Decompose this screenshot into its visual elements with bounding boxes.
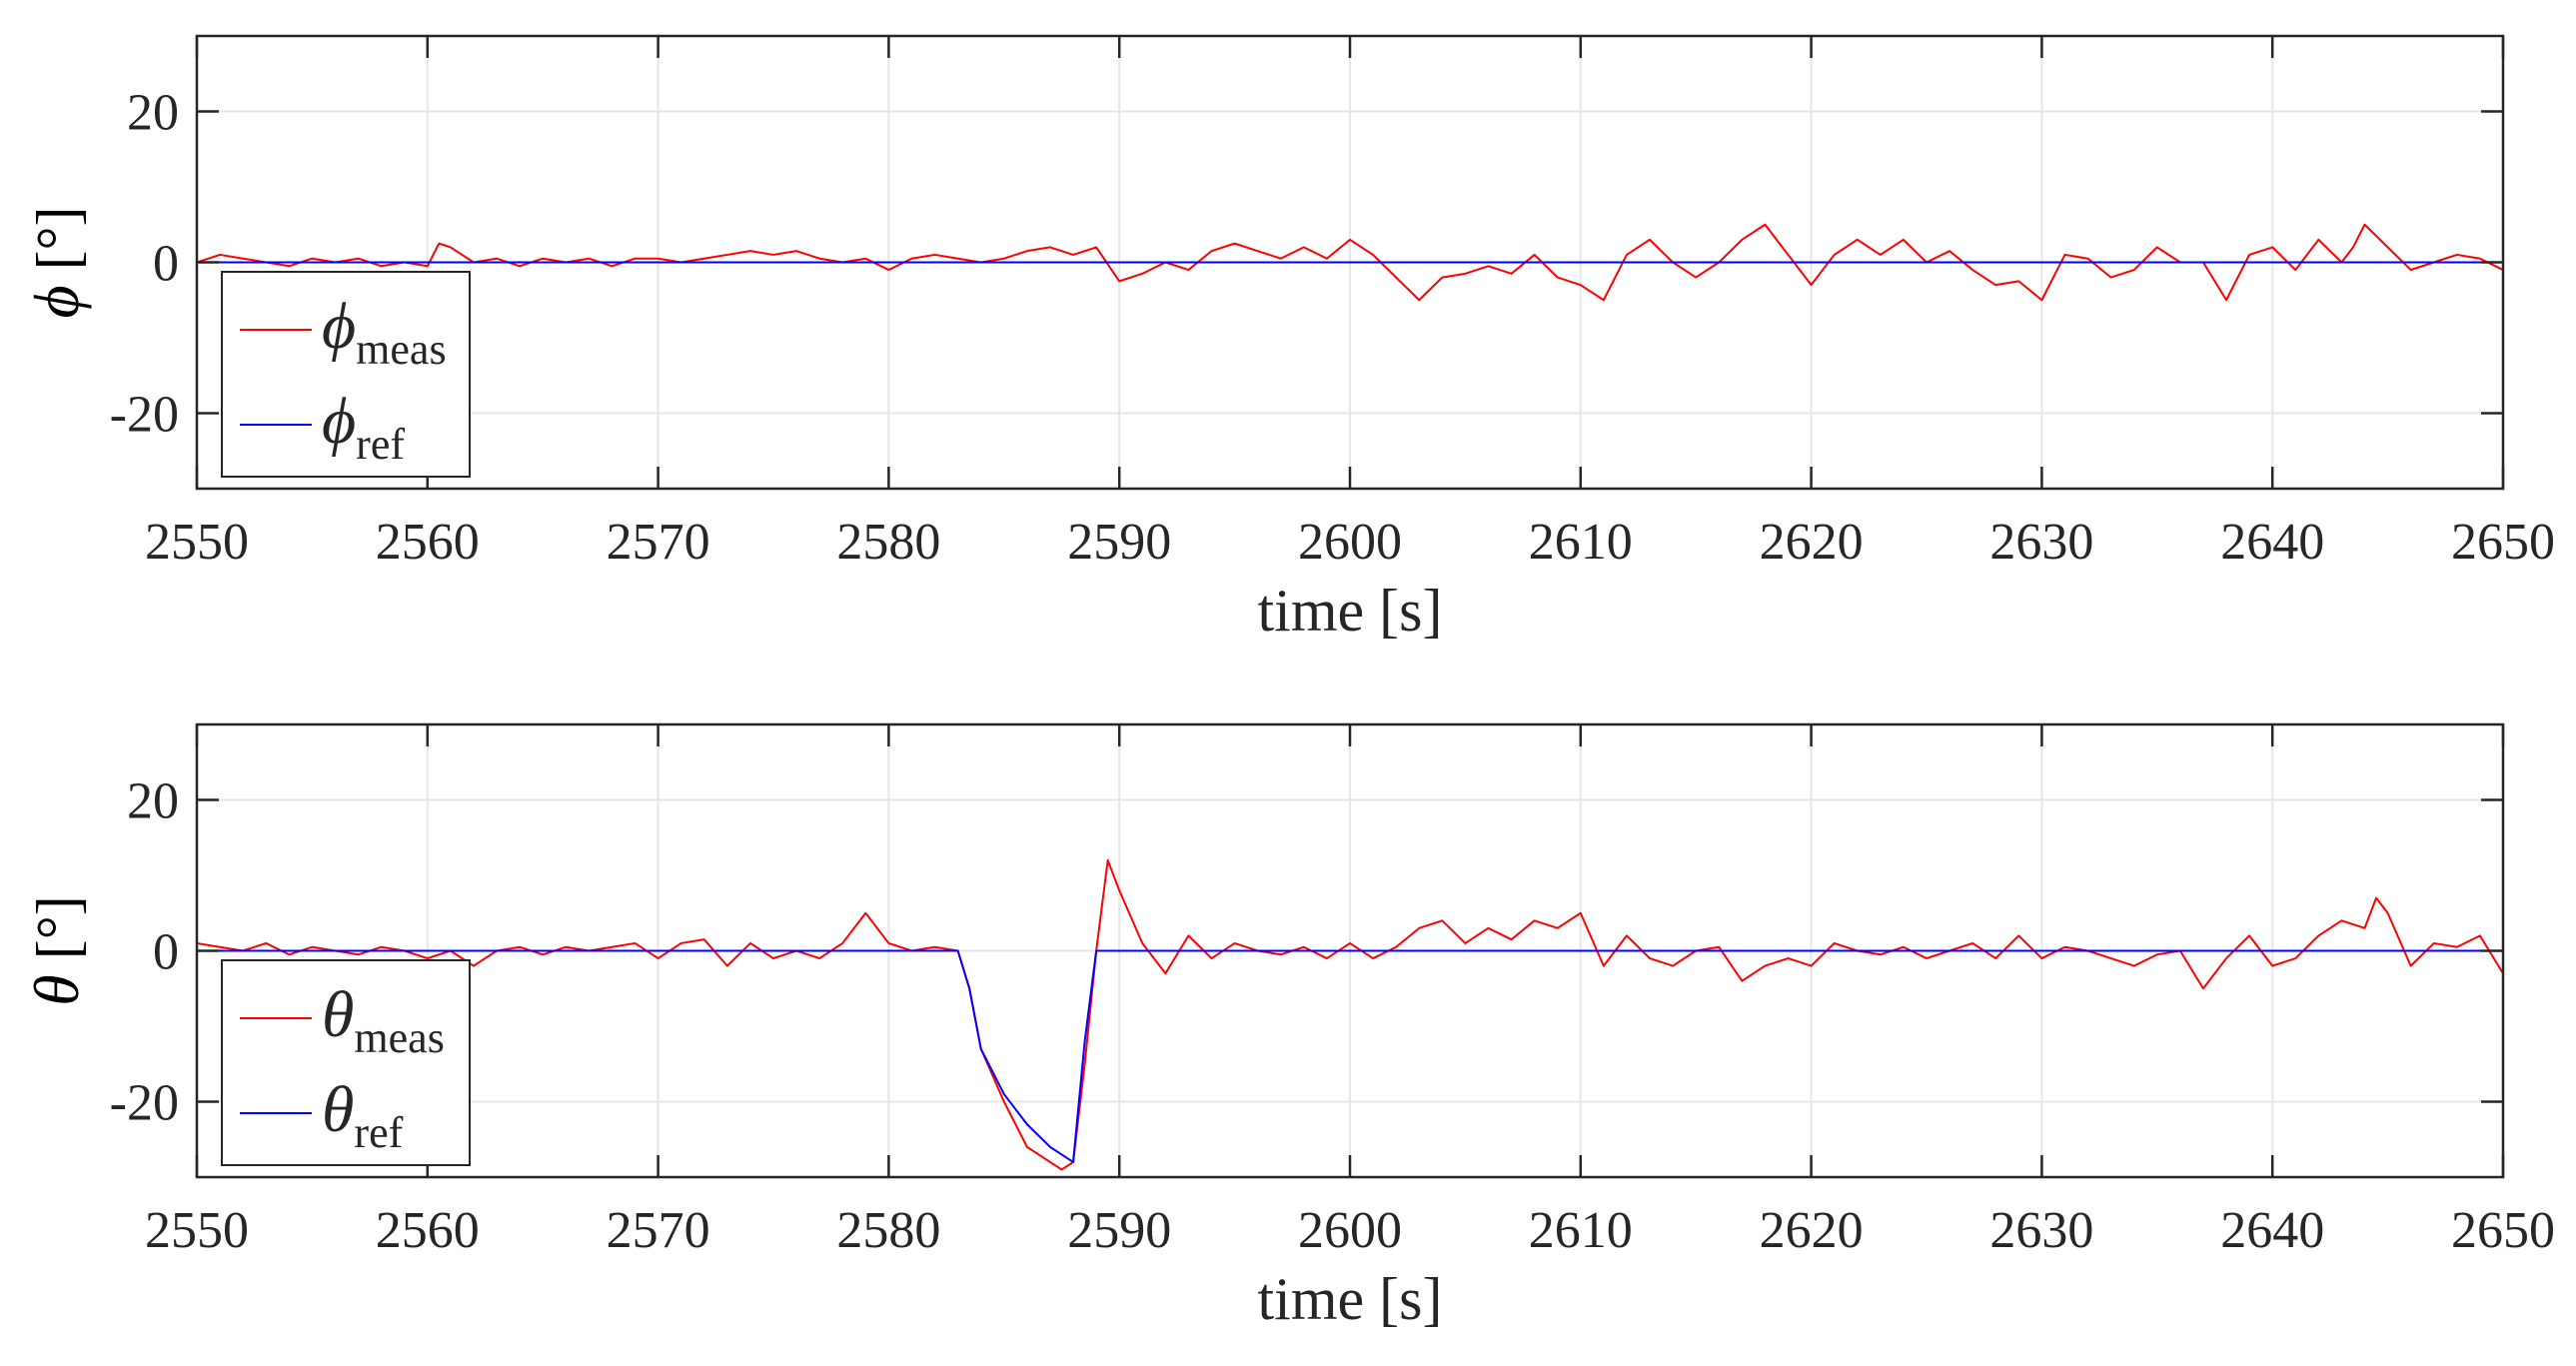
phi-y-ticks: -20 0 20 — [110, 85, 2503, 444]
theta-y-axis-symbol: θ — [21, 974, 92, 1005]
theta-x-tick-label: 2600 — [1298, 1202, 1402, 1259]
phi-x-tick-label: 2630 — [1989, 514, 2093, 571]
theta-y-axis-unit: [°] — [25, 895, 91, 974]
phi-x-tick-label: 2550 — [145, 514, 249, 571]
theta-y-axis-label: θ [°] — [21, 895, 92, 1005]
phi-y-tick-label: 0 — [153, 236, 179, 293]
theta-x-tick-label: 2570 — [607, 1202, 710, 1259]
phi-legend-label-meas: ϕmeas — [322, 290, 447, 374]
phi-legend-label-ref: ϕref — [322, 385, 405, 469]
theta-series-meas-line — [197, 858, 2503, 1171]
phi-x-tick-label: 2600 — [1298, 514, 1402, 571]
theta-legend-subscript: meas — [354, 1013, 444, 1062]
phi-y-axis-label: ϕ [°] — [21, 206, 92, 318]
phi-x-tick-label: 2590 — [1067, 514, 1171, 571]
theta-x-tick-label: 2630 — [1989, 1202, 2093, 1259]
theta-series-ref-line — [197, 949, 2503, 1163]
phi-panel: 2550 2560 2570 2580 2590 2600 2610 2620 2630 2640… — [21, 34, 2555, 644]
theta-series — [197, 858, 2503, 1171]
theta-legend-symbol: θ — [322, 1073, 354, 1146]
theta-legend-subscript: ref — [354, 1108, 403, 1157]
phi-legend-box — [221, 271, 471, 478]
phi-y-axis-symbol: ϕ — [21, 285, 92, 318]
theta-y-tick-label: 20 — [127, 773, 179, 830]
theta-x-tick-label: 2650 — [2451, 1202, 2555, 1259]
theta-legend-box — [221, 959, 471, 1166]
phi-x-tick-label: 2560 — [376, 514, 480, 571]
theta-panel: 2550 2560 2570 2580 2590 2600 2610 2620 2630 2640… — [21, 722, 2555, 1332]
phi-y-tick-label: 20 — [127, 85, 179, 142]
phi-x-tick-label: 2610 — [1529, 514, 1633, 571]
phi-x-tick-label: 2620 — [1760, 514, 1864, 571]
theta-y-tick-label: -20 — [110, 1075, 179, 1132]
phi-legend-symbol: ϕ — [322, 385, 356, 458]
theta-legend-label-meas: θmeas — [322, 978, 445, 1062]
phi-x-tick-label: 2580 — [836, 514, 940, 571]
theta-x-axis-label: time [s] — [1258, 1266, 1443, 1332]
phi-legend-symbol: ϕ — [322, 290, 356, 363]
phi-x-tick-label: 2650 — [2451, 514, 2555, 571]
theta-x-tick-label: 2550 — [145, 1202, 249, 1259]
phi-x-axis-label: time [s] — [1258, 578, 1443, 644]
theta-x-tick-label: 2560 — [376, 1202, 480, 1259]
theta-legend-label-ref: θref — [322, 1073, 404, 1157]
theta-y-ticks: -20 0 20 — [110, 773, 2503, 1132]
phi-y-axis-unit: [°] — [25, 206, 91, 285]
theta-x-tick-label: 2580 — [836, 1202, 940, 1259]
theta-x-tick-label: 2640 — [2220, 1202, 2324, 1259]
phi-series — [197, 223, 2503, 302]
phi-x-tick-label: 2640 — [2220, 514, 2324, 571]
theta-x-ticks: 2550 2560 2570 2580 2590 2600 2610 2620 2630 2640… — [145, 724, 2555, 1259]
phi-x-ticks: 2550 2560 2570 2580 2590 2600 2610 2620 2630 2640… — [145, 36, 2555, 571]
theta-y-tick-label: 0 — [153, 924, 179, 981]
theta-x-tick-label: 2590 — [1067, 1202, 1171, 1259]
theta-x-tick-label: 2610 — [1529, 1202, 1633, 1259]
theta-x-tick-label: 2620 — [1760, 1202, 1864, 1259]
phi-x-tick-label: 2570 — [607, 514, 710, 571]
phi-y-tick-label: -20 — [110, 387, 179, 444]
theta-legend-symbol: θ — [322, 978, 354, 1051]
phi-legend-subscript: meas — [356, 325, 446, 374]
phi-legend-subscript: ref — [356, 420, 405, 469]
